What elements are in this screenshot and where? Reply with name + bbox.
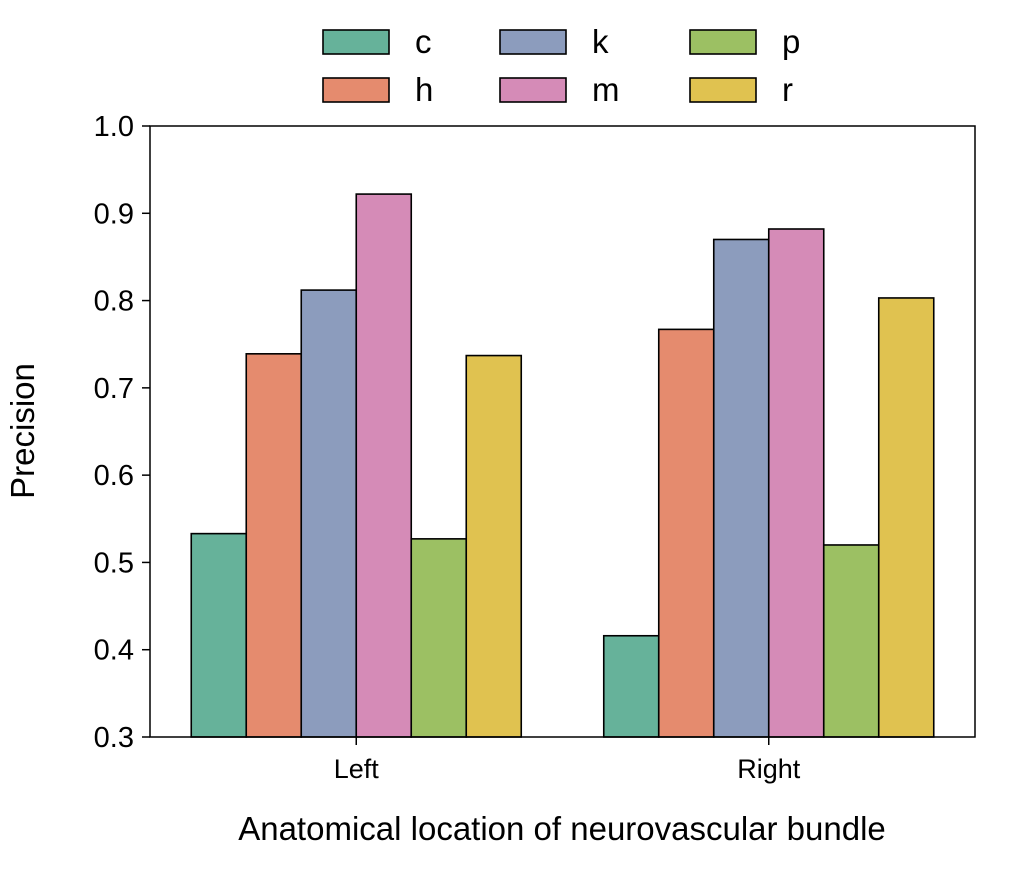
bar-k-right xyxy=(712,238,770,738)
bar-c-right xyxy=(602,634,660,738)
legend-swatch xyxy=(689,77,757,103)
bar-c-left xyxy=(190,532,248,738)
legend-swatch xyxy=(322,77,390,103)
bar-m-right xyxy=(767,228,825,738)
bars xyxy=(190,193,935,738)
legend-swatch xyxy=(689,29,757,55)
bar-p-right xyxy=(822,544,880,738)
y-tick-label: 0.4 xyxy=(94,635,134,667)
y-axis-title: Precision xyxy=(4,363,41,499)
x-tick-label: Left xyxy=(334,754,380,784)
bar-p-left xyxy=(410,538,468,738)
bar-h-left xyxy=(245,353,303,738)
legend-item-h: h xyxy=(322,71,433,108)
y-tick-label: 0.8 xyxy=(94,286,134,318)
y-axis: 0.3 0.4 0.5 0.6 0.7 0.8 0.9 1.0 xyxy=(94,111,150,754)
plot-frame xyxy=(149,125,976,738)
bar-k-left xyxy=(300,289,358,738)
y-tick-label: 0.3 xyxy=(94,722,134,754)
y-tick-label: 0.7 xyxy=(94,373,134,405)
legend-label: m xyxy=(592,71,620,108)
y-tick-label: 0.5 xyxy=(94,547,134,579)
legend-item-c: c xyxy=(322,23,432,60)
legend-swatch xyxy=(322,29,390,55)
x-axis: Left Right xyxy=(334,737,801,784)
x-axis-title: Anatomical location of neurovascular bun… xyxy=(238,810,886,847)
bar-r-left xyxy=(465,354,523,738)
legend-label: c xyxy=(415,23,432,60)
legend-swatch xyxy=(499,77,567,103)
legend-label: k xyxy=(592,23,609,60)
bar-r-right xyxy=(877,297,935,738)
y-tick-label: 1.0 xyxy=(94,111,134,143)
bar-m-left xyxy=(355,193,413,738)
legend-swatch xyxy=(499,29,567,55)
legend-item-m: m xyxy=(499,71,620,108)
x-tick-label: Right xyxy=(737,754,801,784)
legend: ch km pr xyxy=(322,23,800,108)
legend-item-k: k xyxy=(499,23,609,60)
legend-label: h xyxy=(415,71,433,108)
y-tick-label: 0.9 xyxy=(94,198,134,230)
legend-label: r xyxy=(782,71,793,108)
y-tick-label: 0.6 xyxy=(94,460,134,492)
bar-h-right xyxy=(657,328,715,738)
legend-label: p xyxy=(782,23,800,60)
legend-item-r: r xyxy=(689,71,793,108)
legend-item-p: p xyxy=(689,23,800,60)
